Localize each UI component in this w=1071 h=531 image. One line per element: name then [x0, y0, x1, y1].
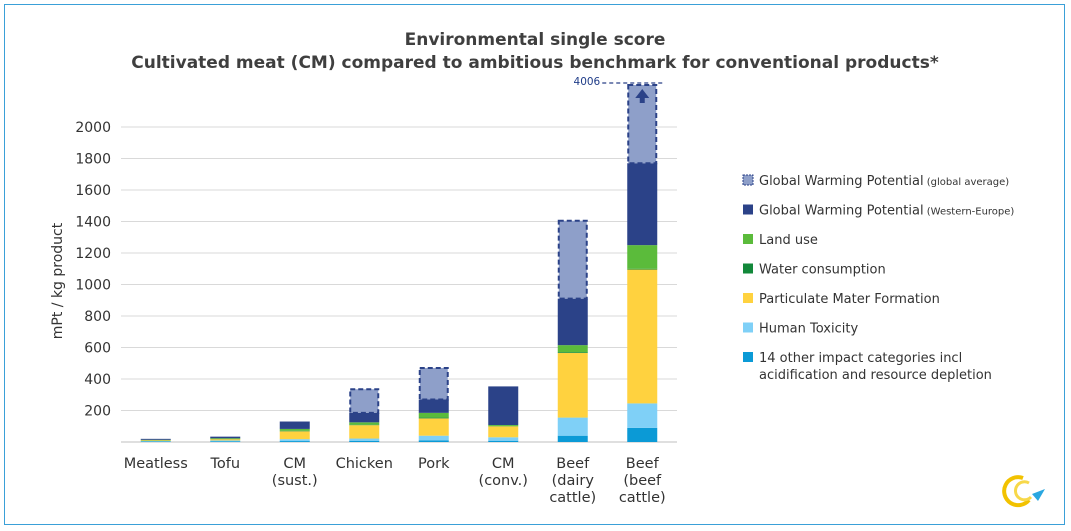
y-tick-label: 200: [84, 404, 111, 420]
annotation-label: 4006: [574, 76, 601, 88]
chart-title: Environmental single score: [405, 30, 666, 50]
bar-segment: [488, 440, 519, 442]
legend-label: Water consumption: [759, 263, 886, 278]
bar-segment: [488, 426, 519, 438]
legend-swatch: [743, 352, 753, 362]
bar-segment: [279, 439, 310, 442]
category-label: CM (conv.): [479, 456, 528, 489]
legend-swatch: [743, 293, 753, 303]
bar-segment: [627, 269, 658, 404]
category-label: Beef (beef cattle): [619, 456, 666, 506]
y-tick-label: 600: [84, 341, 111, 357]
y-axis-label: mPt / kg product: [50, 222, 66, 339]
bar-segment: [627, 403, 658, 428]
legend-label: Particulate Mater Formation: [759, 292, 940, 307]
bar-segment: [418, 412, 449, 418]
bar-segment: [210, 438, 241, 440]
category-label: CM (sust.): [272, 456, 318, 489]
bar-segment: [557, 435, 588, 442]
y-tick-label: 1600: [75, 183, 111, 199]
y-tick-label: 1200: [75, 246, 111, 262]
bar-segment: [210, 439, 241, 441]
bar-segment: [418, 418, 449, 436]
bar-segment: [349, 440, 380, 442]
legend: Global Warming Potential (global average…: [742, 174, 1014, 383]
legend-swatch: [743, 204, 753, 215]
bar-segment: [557, 298, 588, 346]
bar-segment: [557, 345, 588, 353]
category-label: Meatless: [124, 456, 188, 472]
legend-label: Global Warming Potential (Western-Europe…: [759, 204, 1014, 219]
bar-segment: [557, 219, 588, 300]
bar-segment: [210, 441, 241, 442]
y-tick-label: 2000: [75, 120, 111, 136]
bar-segment: [349, 388, 380, 414]
category-label: Chicken: [336, 456, 393, 472]
legend-label: 14 other impact categories incl acidifica…: [759, 351, 992, 383]
bar-segment: [418, 417, 449, 419]
bar-segment: [627, 245, 658, 269]
bar-segment: [140, 440, 171, 442]
legend-swatch: [743, 263, 753, 274]
bar-segment: [279, 428, 310, 431]
legend-swatch: [743, 322, 753, 333]
bar-segment: [557, 352, 588, 354]
bar-segment: [349, 438, 380, 441]
y-tick-label: 800: [84, 309, 111, 325]
y-tick-label: 1000: [75, 278, 111, 294]
bar-segment: [488, 424, 519, 426]
chart-subtitle: Cultivated meat (CM) compared to ambitio…: [131, 53, 939, 73]
bars: [140, 84, 658, 442]
bar-segment: [349, 422, 380, 425]
legend-swatch: [743, 234, 753, 244]
bar-segment: [279, 421, 310, 429]
bar-segment: [210, 440, 241, 442]
chart-frame: Environmental single score Cultivated me…: [4, 4, 1065, 525]
bar-segment: [627, 427, 658, 442]
bar-segment: [418, 399, 449, 413]
bar-segment: [488, 386, 519, 425]
y-tick-label: 400: [84, 372, 111, 388]
up-arrow-icon-stem: [639, 97, 645, 103]
legend-label: Global Warming Potential (global average…: [759, 174, 1009, 189]
annotations: 4006: [574, 76, 666, 103]
y-tick-labels: 200 400 600 800 1000 1200 1400 1600 1800 2000: [75, 120, 111, 420]
category-label: Beef (dairy cattle): [549, 456, 596, 506]
bar-segment: [627, 163, 658, 246]
y-tick-label: 1400: [75, 215, 111, 231]
bar-segment: [349, 412, 380, 423]
category-label: Pork: [418, 456, 450, 472]
up-arrow-icon: [635, 89, 650, 98]
logo-icon: [1002, 475, 1045, 508]
bar-segment: [349, 425, 380, 439]
bar-segment: [488, 437, 519, 441]
bar-segment: [418, 435, 449, 441]
category-label: Tofu: [209, 456, 240, 472]
bar-segment: [418, 366, 449, 401]
bar-segment: [140, 438, 171, 440]
bar-segment: [210, 436, 241, 439]
legend-label: Land use: [759, 233, 818, 248]
gridlines: [121, 126, 677, 443]
y-tick-label: 1800: [75, 152, 111, 168]
bar-segment: [279, 441, 310, 442]
category-labels: Meatless Tofu CM (sust.) Chicken Pork CM (conv.…: [124, 456, 666, 506]
bar-segment: [279, 431, 310, 440]
bar-segment: [557, 353, 588, 418]
legend-swatch: [742, 174, 754, 186]
bar-segment: [557, 417, 588, 436]
chart: Environmental single score Cultivated me…: [50, 30, 1045, 508]
bar-segment: [418, 440, 449, 442]
legend-label: Human Toxicity: [759, 322, 858, 337]
bar-segment: [627, 268, 658, 270]
